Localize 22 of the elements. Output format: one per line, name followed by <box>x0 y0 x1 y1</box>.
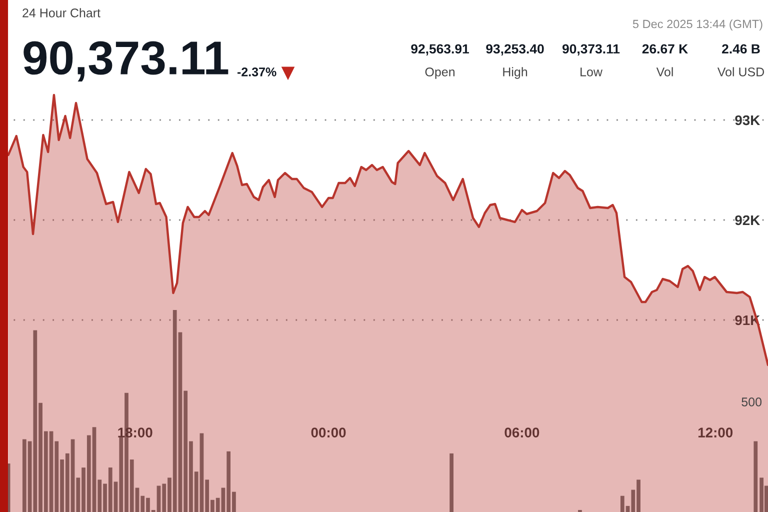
bar <box>450 453 454 512</box>
x-tick-label: 06:00 <box>504 428 540 438</box>
x-tick-label: 00:00 <box>311 428 346 438</box>
annotation: Open <box>425 68 454 79</box>
annotation: Low <box>580 68 602 76</box>
annotation: High <box>503 67 528 79</box>
annotation: 5 Dec 2025 13:44 (GMT) <box>632 20 762 30</box>
annotation: 90,373.11 <box>562 44 620 56</box>
y-tick-label: 92K <box>735 215 760 226</box>
annotation: Vol <box>656 67 673 76</box>
bar <box>754 441 758 512</box>
text: 24 Hour Chart <box>22 8 100 18</box>
annotation: 26.67 K <box>642 44 688 54</box>
annotation: -2.37% <box>237 68 276 76</box>
annotation: 2.46 B <box>722 44 760 54</box>
annotation: 93,253.40 <box>486 44 544 56</box>
x-tick-label: 12:00 <box>698 428 733 438</box>
annotation: 92,563.91 <box>411 44 469 56</box>
annotation: 90,373.11 <box>24 41 228 82</box>
annotation: 500 <box>742 398 762 406</box>
y-tick-label: 93K <box>735 115 760 126</box>
annotation: Vol USD <box>717 67 764 76</box>
